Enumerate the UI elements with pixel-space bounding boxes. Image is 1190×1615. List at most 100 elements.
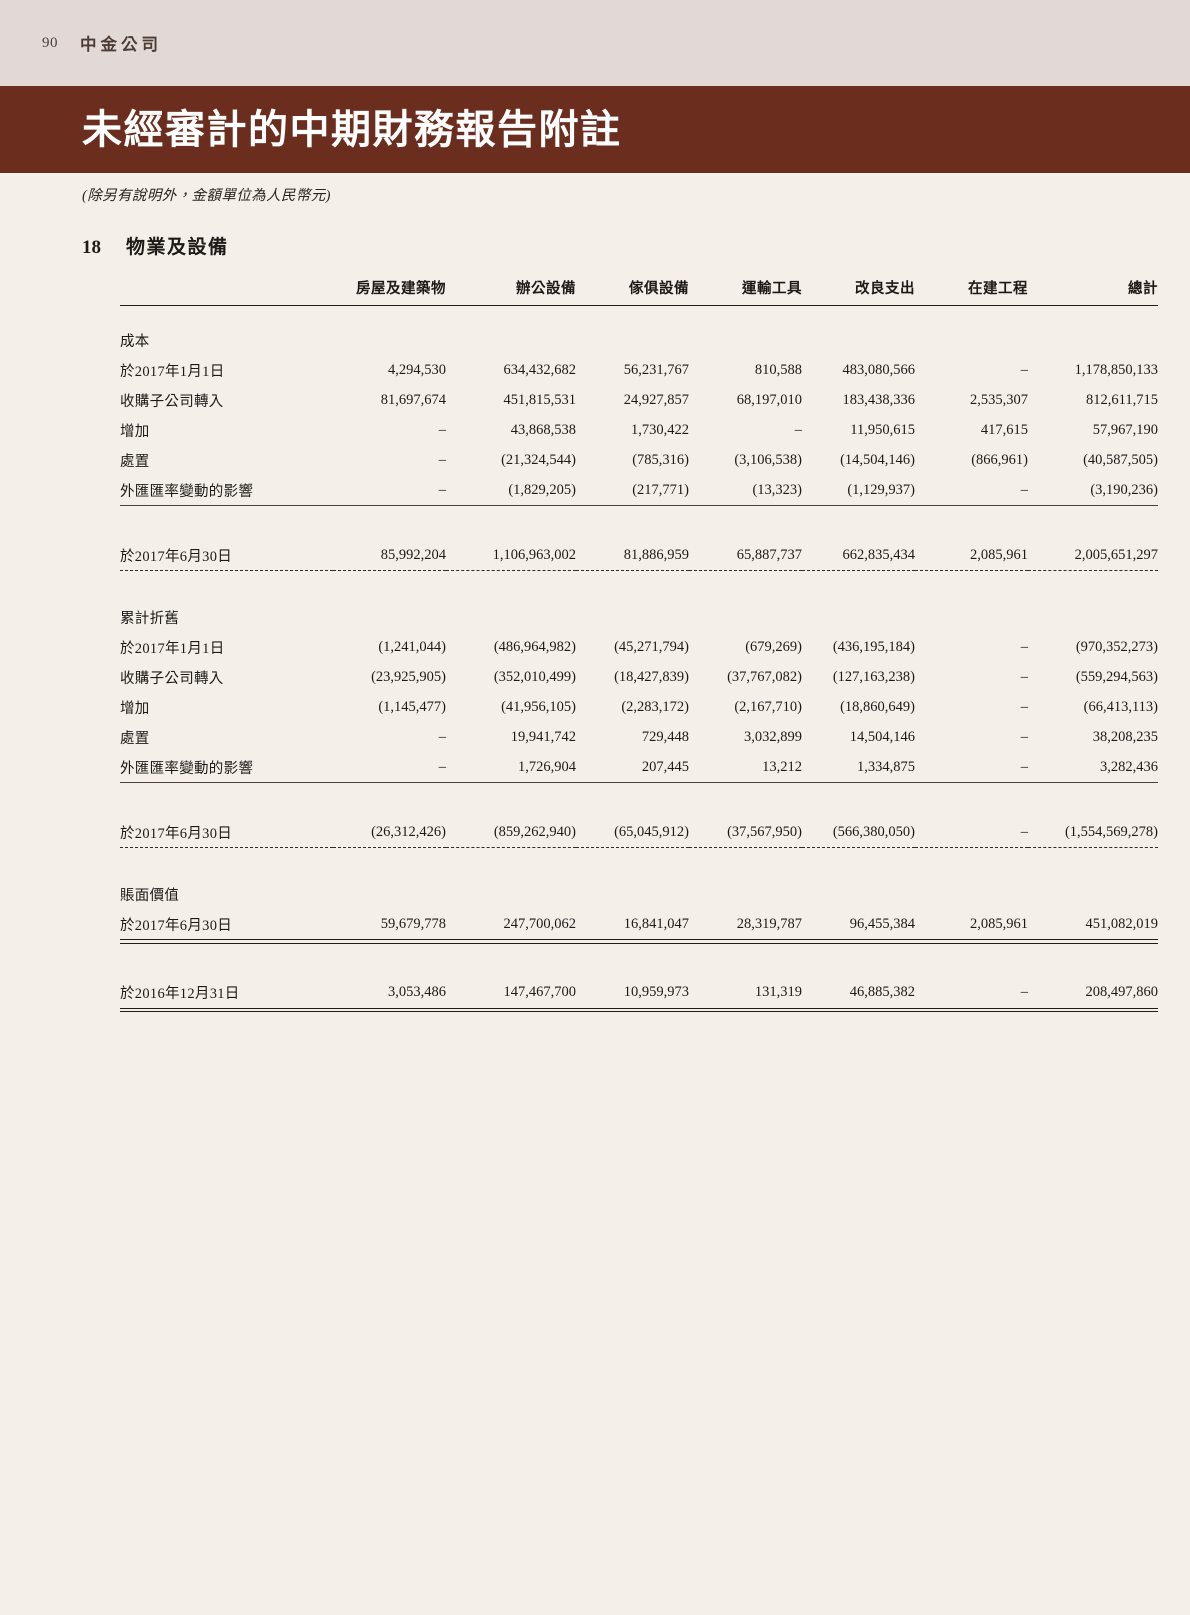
cell-value: 59,679,778 bbox=[380, 915, 446, 932]
cell-value: (559,294,563) bbox=[1075, 668, 1158, 685]
cell-value: (1,829,205) bbox=[508, 481, 576, 498]
running-head: 90 中金公司 bbox=[0, 0, 1190, 86]
table-header-row: 房屋及建築物 辦公設備 傢俱設備 運輸工具 改良支出 在建工程 總計 bbox=[120, 277, 1158, 305]
cell-value: 1,334,875 bbox=[857, 758, 915, 775]
cell-value: 46,885,382 bbox=[849, 984, 915, 1000]
cell-value: (679,269) bbox=[745, 638, 802, 655]
cell-value: – bbox=[438, 481, 446, 498]
section-number: 18 bbox=[82, 237, 101, 258]
spacer bbox=[120, 506, 1158, 541]
cell-value: 3,032,899 bbox=[744, 728, 802, 745]
prior-year-double-rule bbox=[120, 1007, 1158, 1012]
currency-unit-note: (除另有說明外，金額單位為人民幣元) bbox=[82, 188, 331, 204]
cell-value: (127,163,238) bbox=[832, 668, 915, 685]
cell-value: (21,324,544) bbox=[501, 451, 576, 468]
cell-value: (37,767,082) bbox=[727, 668, 802, 685]
table-row: 處置 – 19,941,742 729,448 3,032,899 14,504… bbox=[120, 722, 1158, 752]
group-label-accumulated-depreciation: 累計折舊 bbox=[120, 611, 180, 627]
group-label-row-depreciation: 累計折舊 bbox=[120, 605, 1158, 632]
cell-value: (18,860,649) bbox=[840, 698, 915, 715]
table-row: 外匯匯率變動的影響 – (1,829,205) (217,771) (13,32… bbox=[120, 475, 1158, 505]
cell-value: 85,992,204 bbox=[380, 546, 446, 563]
cell-value: 131,319 bbox=[754, 984, 802, 1000]
row-label: 增加 bbox=[120, 700, 150, 717]
cell-value: 451,815,531 bbox=[503, 391, 577, 408]
subtotal-rule bbox=[120, 782, 1158, 783]
cell-value: 4,294,530 bbox=[388, 361, 446, 378]
cell-value: 24,927,857 bbox=[623, 391, 689, 408]
cell-value: (23,925,905) bbox=[371, 668, 446, 685]
table-row: 收購子公司轉入 (23,925,905) (352,010,499) (18,4… bbox=[120, 662, 1158, 692]
section-title: 物業及設備 bbox=[126, 237, 229, 258]
cell-value: (566,380,050) bbox=[832, 823, 915, 840]
column-header-label bbox=[120, 277, 333, 305]
cell-value: (859,262,940) bbox=[493, 823, 576, 840]
cell-value: – bbox=[1020, 984, 1028, 1000]
row-label: 增加 bbox=[120, 423, 150, 440]
group-label-row-cost: 成本 bbox=[120, 328, 1158, 355]
cell-value: 11,950,615 bbox=[850, 421, 915, 438]
cell-value: 28,319,787 bbox=[736, 915, 802, 932]
row-label: 外匯匯率變動的影響 bbox=[120, 483, 254, 500]
cell-value: (45,271,794) bbox=[614, 638, 689, 655]
row-label: 於2017年6月30日 bbox=[120, 548, 233, 565]
cell-value: – bbox=[1020, 668, 1028, 685]
table-row-subtotal: 於2017年6月30日 85,992,204 1,106,963,002 81,… bbox=[120, 540, 1158, 570]
cell-value: 1,178,850,133 bbox=[1074, 361, 1158, 378]
cell-value: (1,554,569,278) bbox=[1064, 823, 1158, 840]
cell-value: 812,611,715 bbox=[1086, 391, 1158, 408]
cell-value: 147,467,700 bbox=[503, 984, 577, 1000]
company-name: 中金公司 bbox=[80, 35, 162, 54]
cell-value: (41,956,105) bbox=[501, 698, 576, 715]
group-label-net-book-value: 賬面價值 bbox=[120, 888, 180, 904]
cell-value: – bbox=[1020, 638, 1028, 655]
cell-value: 68,197,010 bbox=[736, 391, 802, 408]
cell-value: 13,212 bbox=[762, 758, 802, 775]
cell-value: (1,129,937) bbox=[847, 481, 915, 498]
cell-value: (785,316) bbox=[632, 451, 689, 468]
row-label: 於2017年6月30日 bbox=[120, 917, 233, 934]
spacer bbox=[120, 783, 1158, 818]
cell-value: – bbox=[1020, 823, 1028, 840]
cell-value: 417,615 bbox=[980, 421, 1028, 438]
row-label: 處置 bbox=[120, 453, 150, 470]
cell-value: 810,588 bbox=[754, 361, 802, 378]
table-row: 於2017年1月1日 (1,241,044) (486,964,982) (45… bbox=[120, 632, 1158, 662]
spacer bbox=[120, 848, 1158, 883]
cell-value: 81,886,959 bbox=[623, 546, 689, 563]
subtotal-rule bbox=[120, 505, 1158, 506]
row-label: 於2017年1月1日 bbox=[120, 363, 225, 380]
cell-value: 81,697,674 bbox=[380, 391, 446, 408]
cell-value: 96,455,384 bbox=[849, 915, 915, 932]
spacer bbox=[120, 571, 1158, 606]
table-row: 增加 (1,145,477) (41,956,105) (2,283,172) … bbox=[120, 692, 1158, 722]
column-header-transport: 運輸工具 bbox=[742, 281, 802, 297]
table-row: 外匯匯率變動的影響 – 1,726,904 207,445 13,212 1,3… bbox=[120, 752, 1158, 782]
cell-value: (436,195,184) bbox=[832, 638, 915, 655]
cell-value: (40,587,505) bbox=[1083, 451, 1158, 468]
header-rule bbox=[120, 305, 1158, 306]
cell-value: 483,080,566 bbox=[842, 361, 916, 378]
cell-value: – bbox=[1020, 698, 1028, 715]
cell-value: 3,053,486 bbox=[388, 984, 446, 1000]
cell-value: 2,535,307 bbox=[970, 391, 1028, 408]
cell-value: (3,190,236) bbox=[1090, 481, 1158, 498]
cell-value: 43,868,538 bbox=[510, 421, 576, 438]
cell-value: (13,323) bbox=[752, 481, 802, 498]
row-label: 收購子公司轉入 bbox=[120, 670, 224, 687]
cell-value: – bbox=[438, 728, 446, 745]
cell-value: (14,504,146) bbox=[840, 451, 915, 468]
cell-value: 451,082,019 bbox=[1085, 915, 1159, 932]
column-header-total: 總計 bbox=[1128, 281, 1158, 297]
group-label-row-net-book-value: 賬面價值 bbox=[120, 882, 1158, 909]
banner-title: 未經審計的中期財務報告附註 bbox=[82, 106, 622, 152]
cell-value: – bbox=[794, 421, 802, 438]
cell-value: (26,312,426) bbox=[371, 823, 446, 840]
cell-value: 662,835,434 bbox=[842, 546, 916, 563]
cell-value: (18,427,839) bbox=[614, 668, 689, 685]
section-heading: 18 物業及設備 bbox=[82, 232, 1190, 259]
cell-value: (2,283,172) bbox=[621, 698, 689, 715]
cell-value: – bbox=[438, 451, 446, 468]
cell-value: 247,700,062 bbox=[503, 915, 577, 932]
cell-value: 14,504,146 bbox=[849, 728, 915, 745]
